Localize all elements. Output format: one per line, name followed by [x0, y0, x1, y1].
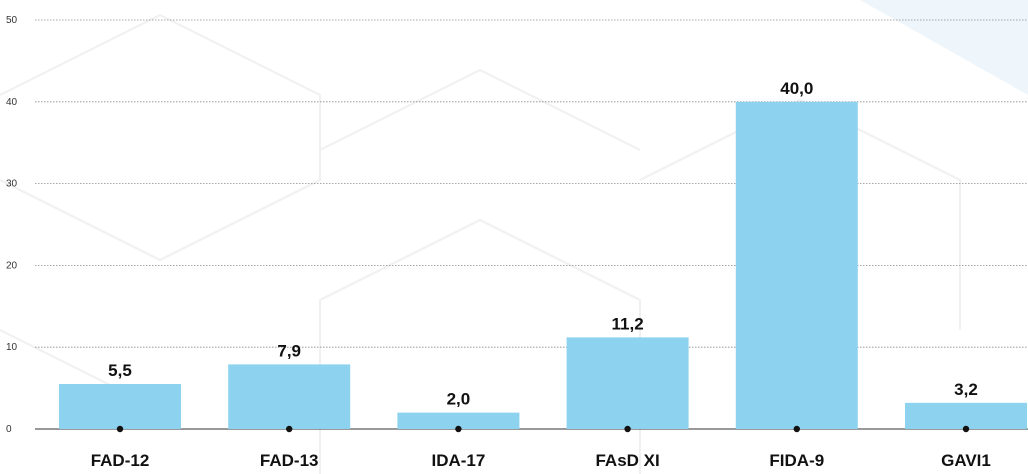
category-label: FAsD XI: [595, 451, 659, 470]
category-label: FAD-12: [91, 451, 150, 470]
x-tick-dot: [455, 425, 462, 433]
bar-fad-13: [228, 364, 351, 429]
bars: [59, 101, 1027, 433]
value-label: 7,9: [277, 341, 301, 360]
bar-gavi1: [905, 402, 1027, 429]
value-label: 40,0: [780, 79, 813, 98]
y-tick-label: 50: [6, 15, 18, 26]
bar-ida-17: [397, 412, 520, 429]
x-tick-dot: [286, 425, 293, 433]
value-label: 2,0: [447, 390, 471, 409]
category-label: IDA-17: [431, 451, 485, 470]
y-tick-label: 30: [6, 179, 18, 190]
y-tick-label: 20: [6, 260, 18, 271]
x-tick-dot: [962, 425, 970, 433]
y-tick-label: 10: [6, 342, 18, 353]
y-tick-label: 40: [6, 97, 18, 108]
bar-fida-9: [735, 101, 858, 430]
value-label: 3,2: [954, 380, 978, 399]
category-label: FIDA-9: [769, 451, 824, 470]
y-axis: 0 10 20 30 40 50: [6, 15, 18, 435]
x-tick-dot: [624, 425, 631, 433]
value-label: 5,5: [108, 361, 132, 380]
bar-fad-12: [59, 384, 181, 429]
x-tick-dot: [793, 425, 800, 433]
x-axis: FAD-12 FAD-13 IDA-17 FAsD XI FIDA-9 GAVI1: [91, 451, 991, 470]
value-labels: 5,5 7,9 2,0 11,2 40,0 3,2: [108, 79, 978, 409]
y-tick-label: 0: [6, 424, 12, 435]
value-label: 11,2: [612, 314, 644, 333]
bar-fasd-xi: [566, 337, 689, 429]
category-label: GAVI1: [941, 451, 991, 470]
grid-lines: [35, 19, 1028, 430]
x-tick-dot: [116, 425, 124, 433]
category-label: FAD-13: [260, 451, 319, 470]
